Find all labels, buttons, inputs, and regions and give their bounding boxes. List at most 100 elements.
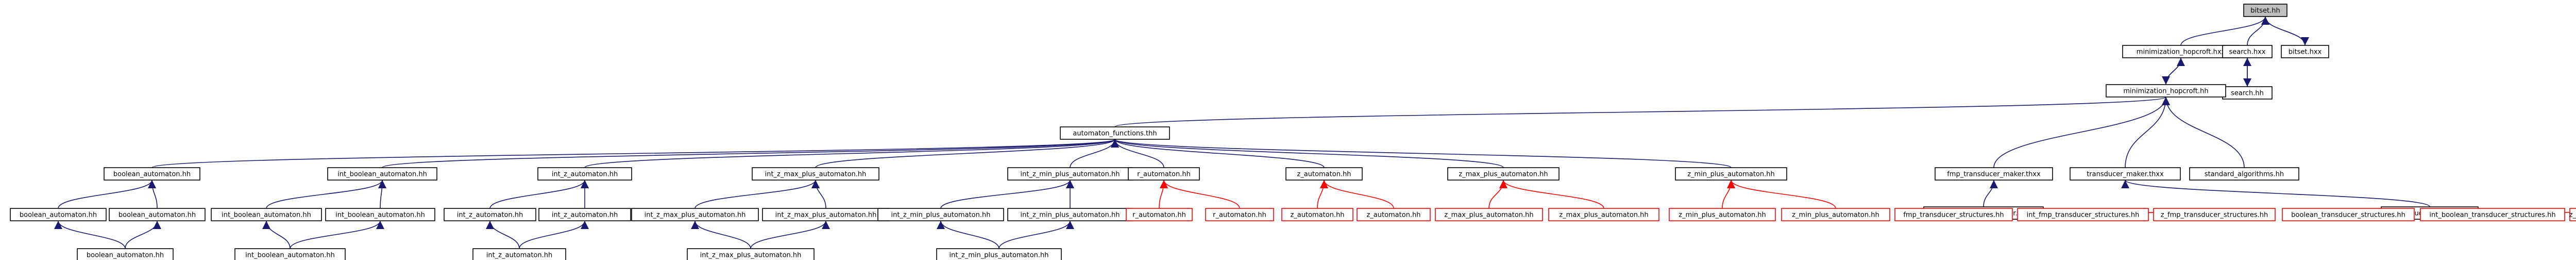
node-int-z-max-plus-automaton-hh-c[interactable]: int_z_max_plus_automaton.hh xyxy=(762,208,890,221)
edge-z_max_plus_automaton_hh-to-automaton_functions_thh xyxy=(1111,139,1504,168)
node-minimization-hopcroft-hh[interactable]: minimization_hopcroft.hh xyxy=(2106,84,2226,98)
node-z-max-plus-automaton-hh-r1[interactable]: z_max_plus_automaton.hh xyxy=(1435,208,1543,221)
node-label: int_z_min_plus_automaton.hh xyxy=(1021,171,1120,178)
node-boolean-automaton-hh-d[interactable]: boolean_automaton.hh xyxy=(77,248,174,260)
edge-z_automaton_hh-to-automaton_functions_thh xyxy=(1111,139,1325,168)
node-box xyxy=(2189,167,2299,181)
edge-int_z_min_plus_automaton_hh_b-to-int_z_min_plus_automaton_hh xyxy=(940,180,1074,209)
node-boolean-automaton-hh[interactable]: boolean_automaton.hh xyxy=(104,167,200,181)
node-box xyxy=(444,208,536,221)
node-int-z-min-plus-automaton-hh-d[interactable]: int_z_min_plus_automaton.hh xyxy=(936,248,1062,260)
node-bitset-hh[interactable]: bitset.hh xyxy=(2243,4,2287,17)
node-label: int_z_max_plus_automaton.hh xyxy=(775,212,877,219)
node-box xyxy=(234,248,346,260)
edge-fmp_transducer_maker_thxx-to-minimization_hopcroft_hh xyxy=(1993,96,2170,168)
node-z-min-plus-automaton-hh-r2[interactable]: z_min_plus_automaton.hh xyxy=(1781,208,1890,221)
node-label: r_automaton.hh xyxy=(1132,212,1186,219)
edge-z_min_plus_automaton_hh_r1-to-z_min_plus_automaton_hh xyxy=(1722,180,1735,209)
node-box xyxy=(538,208,631,221)
edge-minimization_hopcroft_hxx-to-minimization_hopcroft_hh xyxy=(2162,57,2181,85)
node-fmp-transducer-maker-thxx[interactable]: fmp_transducer_maker.thxx xyxy=(1935,167,2053,181)
node-box xyxy=(1435,208,1543,221)
edge-z_min_plus_automaton_hh-to-automaton_functions_thh xyxy=(1111,139,1732,168)
node-search-hxx[interactable]: search.hxx xyxy=(2222,45,2273,58)
node-z-min-plus-automaton-hh-r1[interactable]: z_min_plus_automaton.hh xyxy=(1669,208,1776,221)
node-label: transducer_maker.thxx xyxy=(2087,171,2164,178)
node-label: int_z_automaton.hh xyxy=(486,252,553,259)
node-label: bitset.hh xyxy=(2250,7,2280,15)
node-box xyxy=(2017,208,2149,221)
node-transducer-maker-thxx[interactable]: transducer_maker.thxx xyxy=(2070,167,2181,181)
node-box xyxy=(631,208,759,221)
node-label: z_automaton.hh xyxy=(1297,171,1351,178)
edge-standard_algorithms_hh-to-minimization_hopcroft_hh xyxy=(2162,96,2245,168)
edge-transducer_maker_thxx-to-minimization_hopcroft_hh xyxy=(2125,96,2170,168)
node-box xyxy=(211,208,322,221)
node-minimization-hopcroft-hxx[interactable]: minimization_hopcroft.hxx xyxy=(2122,45,2240,58)
node-int-z-automaton-hh-c[interactable]: int_z_automaton.hh xyxy=(538,208,631,221)
node-int-boolean-transducer-structures-hh[interactable]: int_boolean_transducer_structures.hh xyxy=(2420,208,2565,221)
node-int-boolean-automaton-hh-d[interactable]: int_boolean_automaton.hh xyxy=(234,248,346,260)
node-int-boolean-automaton-hh-c[interactable]: int_boolean_automaton.hh xyxy=(325,208,435,221)
edge-int_z_max_plus_automaton_hh-to-automaton_functions_thh xyxy=(815,139,1119,168)
node-z-fmp-transducer-structures-hh[interactable]: z_fmp_transducer_structures.hh xyxy=(2153,208,2276,221)
node-z-transducer-structures-hh[interactable]: z_transducer_structures.hh xyxy=(2569,208,2576,221)
node-int-fmp-transducer-structures-hh[interactable]: int_fmp_transducer_structures.hh xyxy=(2017,208,2149,221)
node-r-automaton-hh-r1[interactable]: r_automaton.hh xyxy=(1126,208,1193,221)
node-int-boolean-automaton-hh-b[interactable]: int_boolean_automaton.hh xyxy=(211,208,322,221)
node-int-z-min-plus-automaton-hh-c[interactable]: int_z_min_plus_automaton.hh xyxy=(1007,208,1133,221)
node-box xyxy=(2282,208,2415,221)
node-int-z-max-plus-automaton-hh-b[interactable]: int_z_max_plus_automaton.hh xyxy=(631,208,759,221)
node-r-automaton-hh[interactable]: r_automaton.hh xyxy=(1128,167,1200,181)
node-box xyxy=(327,167,437,181)
node-box xyxy=(1128,167,1200,181)
edge-boolean_automaton_hh_d-to-boolean_automaton_hh_c xyxy=(125,220,161,249)
node-automaton-functions-thh[interactable]: automaton_functions.thh xyxy=(1060,126,1170,140)
node-int-z-automaton-hh-d[interactable]: int_z_automaton.hh xyxy=(472,248,566,260)
node-int-z-max-plus-automaton-hh-d[interactable]: int_z_max_plus_automaton.hh xyxy=(687,248,815,260)
node-label: int_boolean_automaton.hh xyxy=(245,252,335,259)
node-z-min-plus-automaton-hh[interactable]: z_min_plus_automaton.hh xyxy=(1675,167,1787,181)
node-search-hh[interactable]: search.hh xyxy=(2222,86,2273,100)
node-box xyxy=(1007,167,1133,181)
node-z-max-plus-automaton-hh[interactable]: z_max_plus_automaton.hh xyxy=(1447,167,1560,181)
edge-int_z_min_plus_automaton_hh_d-to-int_z_min_plus_automaton_hh_b xyxy=(937,220,999,249)
edge-boolean_automaton_hh_d-to-boolean_automaton_hh_b xyxy=(54,220,126,249)
node-r-automaton-hh-r2[interactable]: r_automaton.hh xyxy=(1205,208,1274,221)
node-standard-algorithms-hh[interactable]: standard_algorithms.hh xyxy=(2189,167,2299,181)
node-box xyxy=(109,208,206,221)
node-int-z-automaton-hh-b[interactable]: int_z_automaton.hh xyxy=(444,208,536,221)
node-label: z_fmp_transducer_structures.hh xyxy=(2161,212,2268,219)
node-box xyxy=(2281,45,2329,58)
node-boolean-automaton-hh-b[interactable]: boolean_automaton.hh xyxy=(10,208,107,221)
node-z-automaton-hh-r2[interactable]: z_automaton.hh xyxy=(1357,208,1431,221)
node-z-max-plus-automaton-hh-r2[interactable]: z_max_plus_automaton.hh xyxy=(1548,208,1659,221)
node-box xyxy=(1675,167,1787,181)
node-label: r_automaton.hh xyxy=(1137,171,1191,178)
node-int-z-automaton-hh[interactable]: int_z_automaton.hh xyxy=(537,167,632,181)
node-box xyxy=(687,248,815,260)
node-label: standard_algorithms.hh xyxy=(2205,171,2284,178)
node-box xyxy=(2222,86,2273,100)
node-z-automaton-hh[interactable]: z_automaton.hh xyxy=(1285,167,1363,181)
node-label: z_min_plus_automaton.hh xyxy=(1687,171,1775,178)
node-box xyxy=(936,248,1062,260)
node-int-z-min-plus-automaton-hh-b[interactable]: int_z_min_plus_automaton.hh xyxy=(877,208,1004,221)
node-box xyxy=(1447,167,1560,181)
node-boolean-automaton-hh-c[interactable]: boolean_automaton.hh xyxy=(109,208,206,221)
node-box xyxy=(877,208,1004,221)
node-label: int_boolean_transducer_structures.hh xyxy=(2429,212,2555,219)
node-bitset-hxx[interactable]: bitset.hxx xyxy=(2281,45,2329,58)
node-int-boolean-automaton-hh[interactable]: int_boolean_automaton.hh xyxy=(327,167,437,181)
edge-int_z_automaton_hh-to-automaton_functions_thh xyxy=(584,139,1119,168)
node-boolean-transducer-structures-hh[interactable]: boolean_transducer_structures.hh xyxy=(2282,208,2415,221)
node-label: int_z_min_plus_automaton.hh xyxy=(1021,212,1120,219)
node-int-z-min-plus-automaton-hh[interactable]: int_z_min_plus_automaton.hh xyxy=(1007,167,1133,181)
node-box xyxy=(1126,208,1193,221)
node-box xyxy=(2420,208,2565,221)
node-box xyxy=(1281,208,1353,221)
node-z-automaton-hh-r1[interactable]: z_automaton.hh xyxy=(1281,208,1353,221)
node-fmp-transducer-structures-hh[interactable]: fmp_transducer_structures.hh xyxy=(1894,208,2013,221)
node-int-z-max-plus-automaton-hh[interactable]: int_z_max_plus_automaton.hh xyxy=(752,167,879,181)
